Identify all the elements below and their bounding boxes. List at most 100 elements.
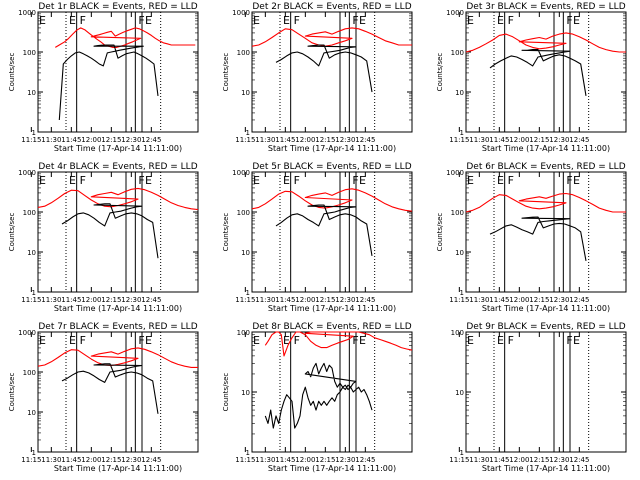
events-series-line [61, 203, 159, 259]
y-tick-label: 1000 [18, 9, 36, 17]
x-tick-label: 11:30 [41, 136, 61, 144]
plot-frame [251, 331, 413, 453]
y-tick-label: 1000 [18, 169, 36, 177]
marker-label: E [145, 14, 152, 27]
marker-label: E [497, 174, 504, 187]
y-tick-label: 10 [27, 89, 36, 97]
x-tick-label: 11:15 [21, 296, 41, 304]
y-axis-label: Counts/sec [436, 213, 444, 252]
x-tick-label: 12:00 [81, 296, 101, 304]
lld-series-line [37, 347, 198, 368]
x-tick-label: 11:45 [275, 136, 295, 144]
panel-title: Det 3r BLACK = Events, RED = LLD [466, 2, 625, 12]
marker-label: F [80, 334, 86, 347]
marker-label: F [566, 334, 572, 347]
x-tick-label: 12:45 [141, 456, 161, 464]
y-tick-label: 100 [23, 49, 36, 57]
x-tick-label: 12:15 [529, 456, 549, 464]
y-tick-label: 1000 [446, 9, 464, 17]
x-tick-label: 12:00 [295, 136, 315, 144]
y-tick-label: 1 [246, 289, 250, 297]
marker-label: E [283, 334, 290, 347]
lld-series-line [55, 27, 196, 48]
marker-label: F [80, 174, 86, 187]
plot-frame [465, 331, 627, 453]
y-tick-label: 10 [455, 249, 464, 257]
y-tick-label: 10 [241, 89, 250, 97]
marker-label: E [467, 174, 474, 187]
plot-frame [251, 171, 413, 293]
x-tick-label: 12:00 [509, 136, 529, 144]
y-axis-label: Counts/sec [8, 53, 16, 92]
y-tick-label: 100 [451, 49, 464, 57]
x-tick-label: 11:30 [469, 456, 489, 464]
panel-title: Det 9r BLACK = Events, RED = LLD [466, 322, 625, 332]
y-tick-label: 100 [237, 209, 250, 217]
x-tick-label: 11:45 [489, 456, 509, 464]
x-tick-label: 11:15 [449, 136, 469, 144]
x-axis-label: Start Time (17-Apr-14 11:11:00) [268, 304, 396, 313]
x-tick-label: 11:30 [469, 136, 489, 144]
marker-label: F [352, 334, 358, 347]
marker-label: F [566, 174, 572, 187]
marker-label: E [39, 174, 46, 187]
y-tick-label: 10 [27, 249, 36, 257]
x-tick-label: 11:45 [61, 136, 81, 144]
plot-frame [37, 331, 199, 453]
y-tick-label: 10 [241, 249, 250, 257]
panel-title: Det 5r BLACK = Events, RED = LLD [252, 162, 411, 172]
y-tick-label: 1000 [232, 9, 250, 17]
x-tick-label: 12:30 [335, 456, 355, 464]
marker-label: F [566, 14, 572, 27]
x-tick-label: 12:30 [121, 136, 141, 144]
lld-series-line [251, 188, 413, 212]
x-tick-label: 12:45 [141, 136, 161, 144]
marker-label: E [283, 14, 290, 27]
panel-title: Det 6r BLACK = Events, RED = LLD [466, 162, 625, 172]
y-tick-label: 100 [451, 329, 464, 337]
y-tick-label: 100 [237, 329, 250, 337]
y-tick-label: 1 [32, 289, 36, 297]
marker-label: E [145, 174, 152, 187]
x-tick-label: 12:15 [529, 296, 549, 304]
x-tick-label: 11:45 [489, 136, 509, 144]
y-tick-label: 1000 [18, 329, 36, 337]
plot-frame [37, 171, 199, 293]
x-tick-label: 11:15 [21, 136, 41, 144]
marker-label: E [145, 334, 152, 347]
marker-label: F [508, 14, 514, 27]
x-tick-label: 12:45 [569, 136, 589, 144]
marker-label: E [359, 334, 366, 347]
plot-frame [251, 11, 413, 133]
x-tick-label: 11:15 [235, 296, 255, 304]
marker-label: F [294, 334, 300, 347]
events-series-line [489, 216, 587, 261]
marker-label: E [39, 14, 46, 27]
events-series-line [275, 44, 373, 93]
x-tick-label: 12:45 [355, 456, 375, 464]
marker-label: E [497, 14, 504, 27]
x-tick-label: 11:30 [255, 456, 275, 464]
y-tick-label: 1000 [446, 169, 464, 177]
y-tick-label: 10 [241, 389, 250, 397]
x-tick-label: 11:15 [235, 456, 255, 464]
panel-title: Det 7r BLACK = Events, RED = LLD [38, 322, 197, 332]
plot-frame [465, 171, 627, 293]
events-series-line [489, 49, 587, 96]
marker-label: E [283, 174, 290, 187]
x-tick-label: 12:00 [295, 456, 315, 464]
marker-label: F [352, 174, 358, 187]
x-tick-label: 11:30 [41, 456, 61, 464]
x-tick-label: 12:30 [335, 136, 355, 144]
lld-series-line [465, 32, 626, 53]
y-tick-label: 1 [32, 449, 36, 457]
x-tick-label: 11:15 [235, 136, 255, 144]
x-axis-label: Start Time (17-Apr-14 11:11:00) [54, 144, 182, 153]
panel-title: Det 8r BLACK = Events, RED = LLD [252, 322, 411, 332]
x-tick-label: 12:15 [315, 136, 335, 144]
events-series-line [61, 363, 159, 414]
marker-label: E [573, 14, 580, 27]
x-tick-label: 11:45 [275, 296, 295, 304]
marker-label: E [253, 334, 260, 347]
marker-label: E [573, 174, 580, 187]
